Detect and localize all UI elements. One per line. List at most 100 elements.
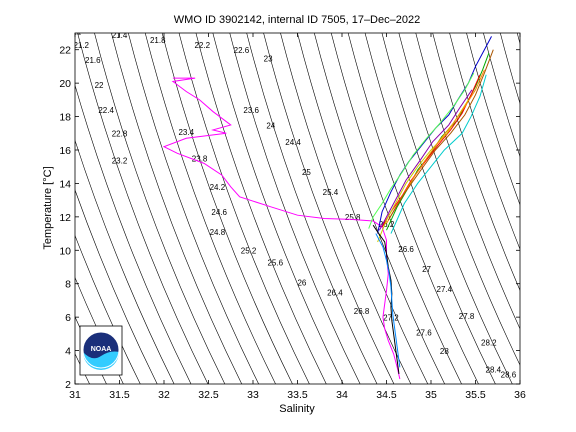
isopycnal-line (75, 189, 158, 384)
density-label: 23.6 (243, 106, 259, 115)
isopycnal-line (314, 33, 446, 384)
series-line (375, 233, 401, 368)
isopycnal-line (548, 23, 576, 394)
isopycnal-line (516, 33, 520, 45)
y-tick-label: 10 (59, 245, 71, 257)
x-tick-label: 35 (425, 389, 437, 401)
isopycnal-line (0, 23, 10, 394)
density-labels: 2121.221.421.621.82222.222.422.622.82323… (72, 28, 517, 379)
series-line (162, 77, 401, 380)
isopycnal-line (94, 33, 226, 384)
density-label: 27.6 (416, 329, 432, 338)
density-label: 25.8 (345, 213, 361, 222)
x-tick-label: 34 (336, 389, 348, 401)
density-label: 24.6 (211, 208, 227, 217)
x-axis-title: Salinity (279, 403, 315, 415)
density-label: 26.2 (379, 220, 395, 229)
isopycnal-line (364, 33, 496, 384)
density-label: 23.4 (178, 128, 194, 137)
isopycnal-line (415, 33, 520, 330)
x-tick-label: 31 (69, 389, 81, 401)
isopycnal-line (75, 139, 175, 384)
density-label: 24.4 (285, 138, 301, 147)
isopycnal-line (483, 33, 520, 158)
density-label: 26.4 (327, 288, 343, 297)
y-tick-label: 2 (65, 379, 71, 391)
series-line (378, 89, 473, 231)
series-line (390, 74, 487, 234)
density-label: 25.4 (323, 188, 339, 197)
x-tick-label: 31.5 (109, 389, 130, 401)
density-label: 26.6 (398, 245, 414, 254)
isopycnal-contours (0, 23, 576, 394)
isopycnal-line (280, 33, 412, 384)
chart-title: WMO ID 3902142, internal ID 7505, 17–Dec… (174, 14, 420, 26)
isopycnal-line (263, 33, 395, 384)
y-tick-label: 12 (59, 212, 71, 224)
y-tick-label: 8 (65, 279, 71, 291)
x-tick-label: 34.5 (376, 389, 397, 401)
isopycnal-line (128, 33, 260, 384)
y-axis-title: Temperature [°C] (42, 166, 54, 249)
density-label: 22.4 (98, 106, 114, 115)
y-tick-label: 16 (59, 145, 71, 157)
density-label: 21 (72, 28, 81, 37)
isopycnal-line (398, 33, 520, 366)
isopycnal-line (347, 33, 479, 384)
isopycnal-line (77, 33, 209, 384)
isopycnal-line (161, 33, 293, 384)
isopycnal-line (565, 23, 576, 394)
density-label: 24.8 (210, 228, 226, 237)
isopycnal-line (178, 33, 310, 384)
isopycnal-line (0, 23, 27, 394)
x-tick-label: 35.5 (465, 389, 486, 401)
profile-series (162, 36, 494, 380)
density-label: 28 (440, 347, 449, 356)
density-label: 27.4 (437, 285, 453, 294)
density-label: 26 (297, 278, 306, 287)
series-line (386, 52, 490, 231)
density-label: 28.4 (486, 365, 502, 374)
noaa-logo: NOAA (79, 325, 123, 376)
isopycnal-line (466, 33, 520, 206)
isopycnal-line (75, 84, 192, 384)
x-tick-label: 32 (158, 389, 170, 401)
x-tick-label: 33 (247, 389, 259, 401)
series-line (381, 74, 481, 228)
density-label: 23 (264, 54, 273, 63)
isopycnal-line (500, 33, 520, 105)
isopycnal-line (0, 23, 44, 394)
density-label: 22 (95, 81, 104, 90)
density-label: 25.2 (241, 247, 257, 256)
isopycnal-line (330, 33, 462, 384)
density-label: 27.8 (459, 312, 475, 321)
isopycnal-line (195, 33, 327, 384)
density-label: 22.8 (112, 130, 128, 139)
x-tick-label: 32.5 (198, 389, 219, 401)
y-tick-label: 6 (65, 312, 71, 324)
density-label: 23.8 (192, 155, 208, 164)
isopycnal-line (75, 234, 141, 384)
isopycnal-line (532, 23, 576, 394)
isopycnal-line (246, 33, 378, 384)
density-label: 22.2 (194, 41, 210, 50)
isopycnal-line (111, 33, 243, 384)
y-tick-label: 20 (59, 78, 71, 90)
density-label: 27 (422, 265, 431, 274)
x-tick-label: 36 (514, 389, 526, 401)
density-label: 26.8 (354, 307, 370, 316)
density-label: 28.6 (501, 370, 517, 379)
y-tick-label: 4 (65, 346, 71, 358)
density-label: 24 (266, 121, 275, 130)
density-label: 28.2 (481, 339, 497, 348)
density-label: 21.2 (73, 41, 89, 50)
y-tick-label: 22 (59, 45, 71, 57)
x-axis: 31 31.5 32 32.5 33 33.5 34 34.5 35 35.5 36 (69, 33, 526, 401)
series-line (368, 72, 475, 229)
y-tick-label: 14 (59, 178, 71, 190)
density-label: 22.6 (234, 46, 250, 55)
isopycnal-line (449, 33, 520, 250)
svg-text:NOAA: NOAA (91, 346, 112, 353)
